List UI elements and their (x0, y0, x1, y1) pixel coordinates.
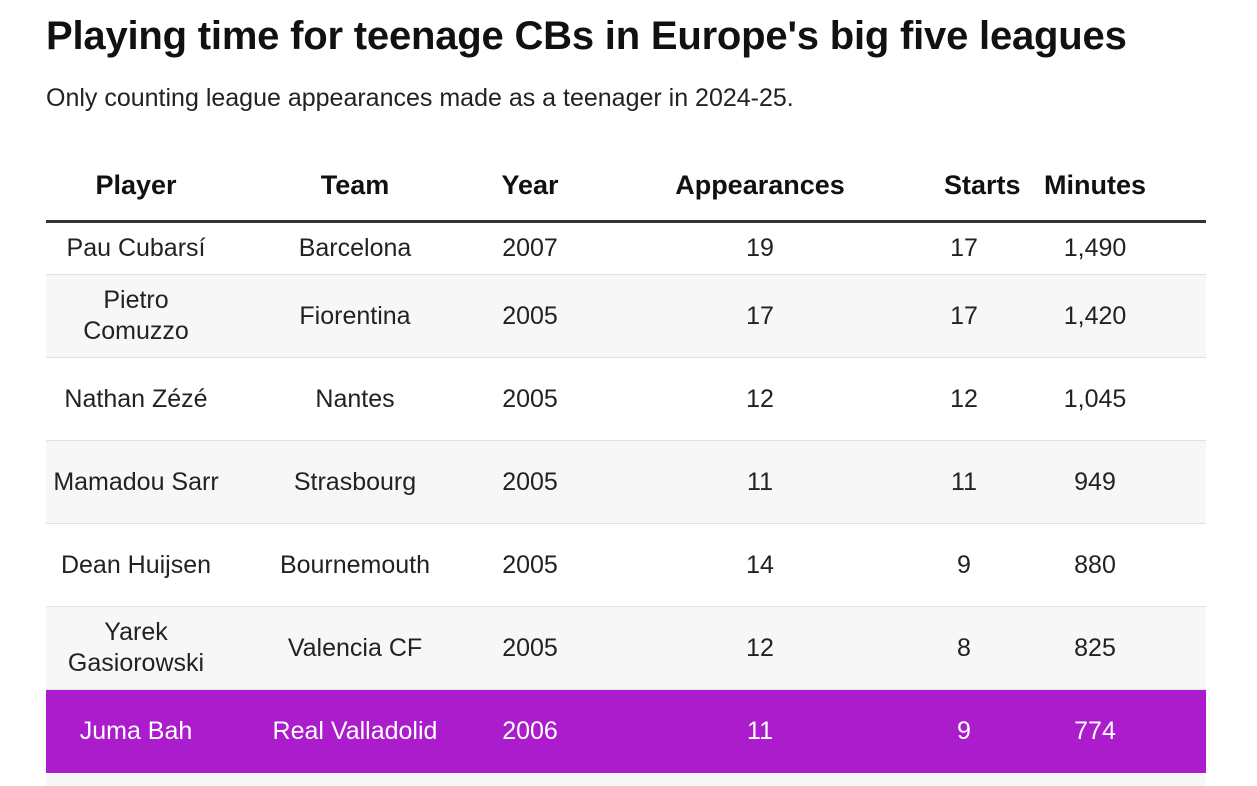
stats-table-container: Player Team Year Appearances Starts Minu… (46, 150, 1206, 773)
cell-minutes: 1,490 (984, 221, 1206, 275)
cell-team: Nantes (226, 357, 484, 441)
cell-starts: 9 (944, 689, 984, 773)
cell-year: 2007 (484, 221, 576, 275)
cell-team: Bournemouth (226, 523, 484, 607)
cell-team: Barcelona (226, 221, 484, 275)
table-row: Pietro Comuzzo Fiorentina 2005 17 17 1,420 (46, 274, 1206, 358)
cell-player: Nathan Zézé (46, 357, 226, 441)
cell-team: Strasbourg (226, 440, 484, 524)
cell-player: Juma Bah (46, 689, 226, 773)
table-row: Pau Cubarsí Barcelona 2007 19 17 1,490 (46, 221, 1206, 275)
cell-appearances: 14 (576, 523, 944, 607)
table-body: Pau Cubarsí Barcelona 2007 19 17 1,490 Pietro … (46, 221, 1206, 773)
cell-starts: 11 (944, 440, 984, 524)
cell-appearances: 12 (576, 606, 944, 690)
column-header-team: Team (226, 150, 484, 223)
cell-minutes: 825 (984, 606, 1206, 690)
column-header-appearances: Appearances (576, 150, 944, 223)
cell-team: Valencia CF (226, 606, 484, 690)
column-header-player: Player (46, 150, 226, 223)
table-row-highlighted: Juma Bah Real Valladolid 2006 11 9 774 (46, 689, 1206, 773)
cell-minutes: 949 (984, 440, 1206, 524)
cell-year: 2005 (484, 274, 576, 358)
cell-minutes: 774 (984, 689, 1206, 773)
cell-starts: 17 (944, 221, 984, 275)
cell-year: 2005 (484, 440, 576, 524)
column-header-minutes: Minutes (984, 150, 1206, 223)
table-bottom-strip (46, 774, 1206, 786)
cell-starts: 9 (944, 523, 984, 607)
cell-appearances: 11 (576, 689, 944, 773)
cell-minutes: 880 (984, 523, 1206, 607)
table-row: Dean Huijsen Bournemouth 2005 14 9 880 (46, 523, 1206, 607)
column-header-starts: Starts (944, 150, 1021, 223)
cell-minutes: 1,420 (984, 274, 1206, 358)
cell-starts: 17 (944, 274, 984, 358)
cell-starts: 8 (944, 606, 984, 690)
cell-player: Pietro Comuzzo (46, 274, 226, 358)
chart-title: Playing time for teenage CBs in Europe's… (46, 14, 1127, 58)
cell-appearances: 17 (576, 274, 944, 358)
cell-player: Mamadou Sarr (46, 440, 226, 524)
cell-year: 2005 (484, 523, 576, 607)
cell-appearances: 12 (576, 357, 944, 441)
cell-team: Fiorentina (226, 274, 484, 358)
table-row: Yarek Gasiorowski Valencia CF 2005 12 8 825 (46, 606, 1206, 690)
header-row: Player Team Year Appearances Starts Minu… (46, 150, 1206, 223)
cell-appearances: 19 (576, 221, 944, 275)
cell-player: Pau Cubarsí (46, 221, 226, 275)
cell-player: Yarek Gasiorowski (46, 606, 226, 690)
chart-subtitle: Only counting league appearances made as… (46, 84, 794, 112)
cell-appearances: 11 (576, 440, 944, 524)
cell-year: 2005 (484, 357, 576, 441)
table-row: Mamadou Sarr Strasbourg 2005 11 11 949 (46, 440, 1206, 524)
cell-year: 2005 (484, 606, 576, 690)
stats-table: Player Team Year Appearances Starts Minu… (46, 150, 1206, 773)
cell-year: 2006 (484, 689, 576, 773)
table-row: Nathan Zézé Nantes 2005 12 12 1,045 (46, 357, 1206, 441)
cell-minutes: 1,045 (984, 357, 1206, 441)
cell-player: Dean Huijsen (46, 523, 226, 607)
cell-starts: 12 (944, 357, 984, 441)
cell-team: Real Valladolid (226, 689, 484, 773)
column-header-year: Year (484, 150, 576, 223)
